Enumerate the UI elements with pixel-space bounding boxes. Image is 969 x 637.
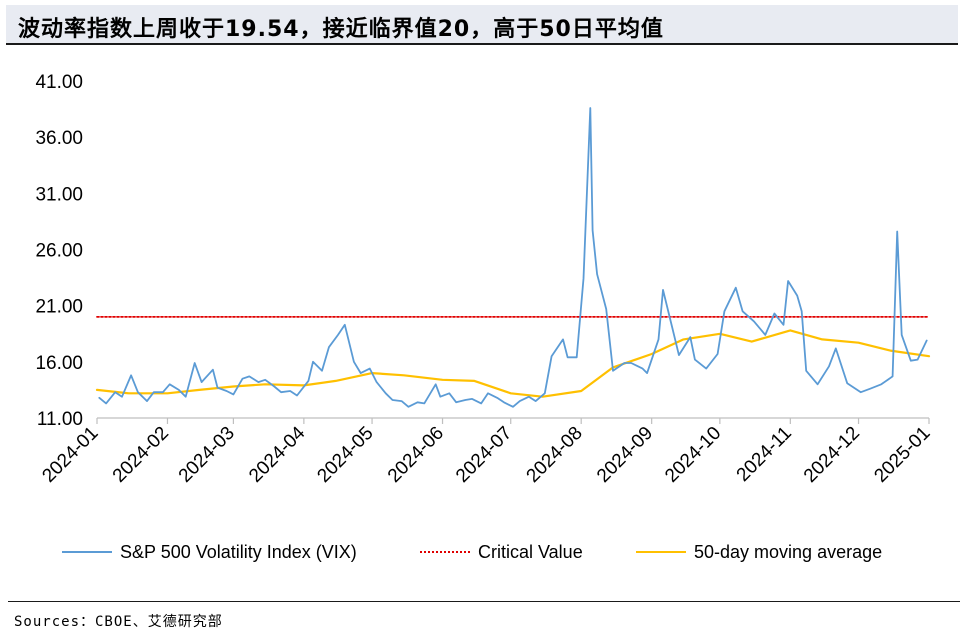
x-tick-label: 2024-07	[452, 423, 516, 487]
legend-label-vix: S&P 500 Volatility Index (VIX)	[120, 542, 357, 562]
x-tick-label: 2024-09	[593, 423, 657, 487]
x-tick-label: 2024-04	[245, 422, 309, 486]
series-layer	[95, 107, 931, 408]
y-tick-label: 31.00	[35, 184, 83, 205]
y-tick-label: 16.00	[35, 353, 83, 374]
sources-note: Sources：CBOE、艾德研究部	[14, 614, 223, 630]
legend-label-critical: Critical Value	[478, 542, 583, 562]
legend-label-ma: 50-day moving average	[694, 542, 883, 562]
y-tick-label: 36.00	[35, 128, 83, 149]
x-tick-label: 2024-02	[109, 423, 173, 487]
x-tick-label: 2024-03	[175, 423, 239, 487]
vix-line	[98, 107, 928, 408]
x-tick-label: 2024-12	[800, 423, 864, 487]
chart: 11.00 16.00 21.00 26.00 31.00 36.00 41.00 2024…	[35, 72, 935, 487]
legend: S&P 500 Volatility Index (VIX) Critical …	[0, 536, 969, 570]
footer-rule	[8, 601, 960, 602]
legend-swatch-critical	[420, 551, 470, 553]
title-bar: 波动率指数上周收于19.54，接近临界值20，高于50日平均值	[6, 5, 958, 45]
x-tick-label: 2024-01	[38, 423, 102, 487]
x-axis: 2024-01 2024-02 2024-03 2024-04 2024-05 2024-…	[38, 417, 935, 487]
legend-swatch-vix	[62, 551, 112, 553]
x-tick-label: 2024-05	[313, 423, 377, 487]
x-tick-label: 2024-06	[384, 423, 448, 487]
x-tick-label: 2025-01	[870, 423, 934, 487]
moving-average-line	[95, 329, 931, 398]
x-tick-label: 2024-11	[733, 423, 796, 486]
y-tick-label: 26.00	[35, 241, 83, 262]
legend-swatch-ma	[636, 551, 686, 553]
x-tick-label: 2024-10	[661, 423, 725, 487]
y-tick-label: 41.00	[35, 72, 83, 93]
y-tick-label: 21.00	[35, 297, 83, 318]
y-tick-label: 11.00	[37, 409, 83, 430]
chart-title: 波动率指数上周收于19.54，接近临界值20，高于50日平均值	[18, 17, 664, 42]
x-tick-label: 2024-08	[523, 423, 587, 487]
y-axis: 11.00 16.00 21.00 26.00 31.00 36.00 41.00	[35, 72, 83, 430]
